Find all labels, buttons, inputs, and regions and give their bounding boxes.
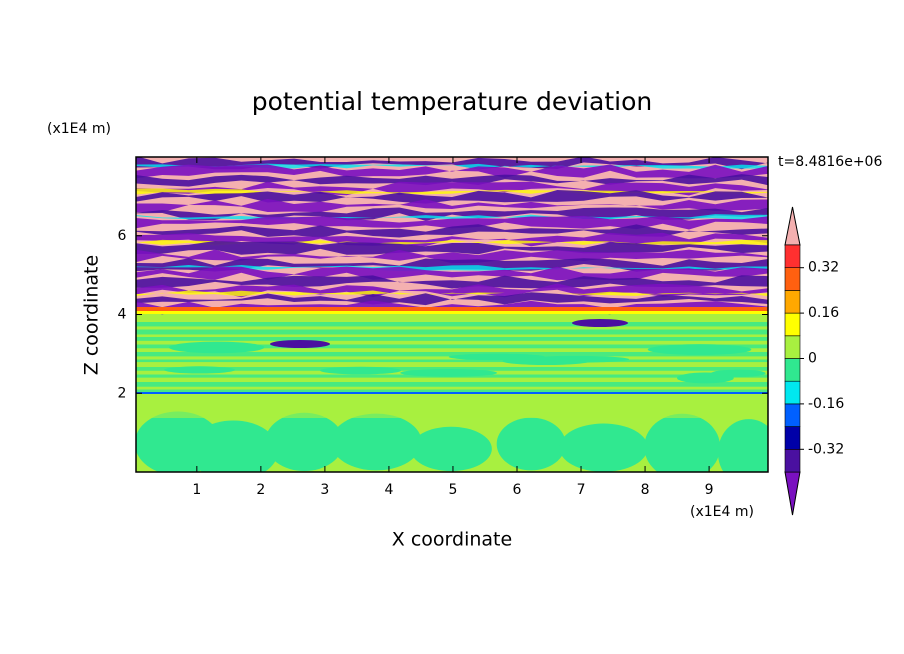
colorbar-tick-label: 0 <box>808 351 817 367</box>
colorbar-tick-label: -0.16 <box>808 396 844 412</box>
field-blob <box>496 417 566 471</box>
colorbar-box <box>784 448 801 473</box>
x-tick-label: 6 <box>513 482 522 498</box>
x-tick-label: 7 <box>577 482 586 498</box>
field-blob <box>502 357 591 366</box>
field-blob <box>572 319 628 327</box>
field-band <box>136 266 768 281</box>
x-unit: (x1E4 m) <box>690 504 754 520</box>
x-tick-label: 3 <box>320 482 329 498</box>
y-tick-label: 6 <box>118 228 127 244</box>
field-band <box>136 359 768 363</box>
field-blob <box>270 340 330 348</box>
colorbar-extension <box>784 206 801 246</box>
field-blob <box>168 341 265 354</box>
field-band <box>136 249 768 264</box>
colorbar-box <box>784 426 801 450</box>
field-blob <box>164 366 235 374</box>
colorbar-box <box>784 335 801 359</box>
colorbar-tick-label: -0.32 <box>808 441 844 457</box>
field-band <box>136 163 768 169</box>
field-band <box>136 283 768 298</box>
field-band <box>136 190 768 204</box>
field-blob <box>644 413 721 472</box>
y-axis-label: Z coordinate <box>81 255 103 375</box>
x-tick-label: 5 <box>448 482 457 498</box>
field-band <box>136 392 768 394</box>
field-blob <box>717 419 768 472</box>
field-blob <box>330 413 422 471</box>
y-tick-label: 2 <box>118 385 127 401</box>
field-band <box>136 164 768 179</box>
field-band <box>136 352 768 357</box>
field-band <box>136 290 768 297</box>
field-band <box>136 215 768 230</box>
field-band <box>136 241 768 255</box>
field-band <box>136 307 768 313</box>
field-band <box>136 367 768 371</box>
field-band <box>136 311 768 314</box>
x-tick-label: 9 <box>705 482 714 498</box>
field-blob <box>400 369 498 377</box>
field-band <box>136 344 768 349</box>
x-tick-label: 2 <box>256 482 265 498</box>
field-blob <box>559 423 648 472</box>
colorbar-tick-label: 0.16 <box>808 305 839 321</box>
field-blob <box>410 426 492 472</box>
field-band <box>136 265 768 271</box>
field-blob <box>188 420 279 472</box>
colorbar-extension <box>784 471 801 516</box>
field-band <box>136 198 768 213</box>
field-band <box>136 292 768 306</box>
field-blob <box>647 344 752 355</box>
field-blob <box>265 412 344 472</box>
colorbar-box <box>784 380 801 405</box>
field-band <box>136 389 768 394</box>
field-band <box>136 322 768 327</box>
field-band <box>136 337 768 341</box>
y-unit: (x1E4 m) <box>47 121 111 137</box>
colorbar-box <box>784 267 801 291</box>
field-band <box>136 188 768 195</box>
field-band <box>136 329 768 335</box>
colorbar-box <box>784 312 801 337</box>
colorbar-tick-label: 0.32 <box>808 260 839 276</box>
x-tick-label: 1 <box>192 482 201 498</box>
y-tick-label: 4 <box>118 307 127 323</box>
field-band <box>136 157 768 170</box>
field-band <box>136 239 768 246</box>
colorbar-box <box>784 244 801 269</box>
colorbar-box <box>784 290 801 314</box>
time-label: t=8.4816e+06 <box>778 154 882 170</box>
contour-field <box>136 157 768 472</box>
field-fill <box>136 400 768 418</box>
field-band <box>136 258 768 272</box>
x-tick-label: 4 <box>384 482 393 498</box>
colorbar-box <box>784 403 801 427</box>
chart-title: potential temperature deviation <box>252 87 652 116</box>
x-axis-label: X coordinate <box>392 529 512 551</box>
x-tick-label: 8 <box>641 482 650 498</box>
field-blob <box>320 366 402 375</box>
field-blob <box>711 369 766 377</box>
colorbar-box <box>784 358 801 382</box>
field-band <box>136 382 768 387</box>
